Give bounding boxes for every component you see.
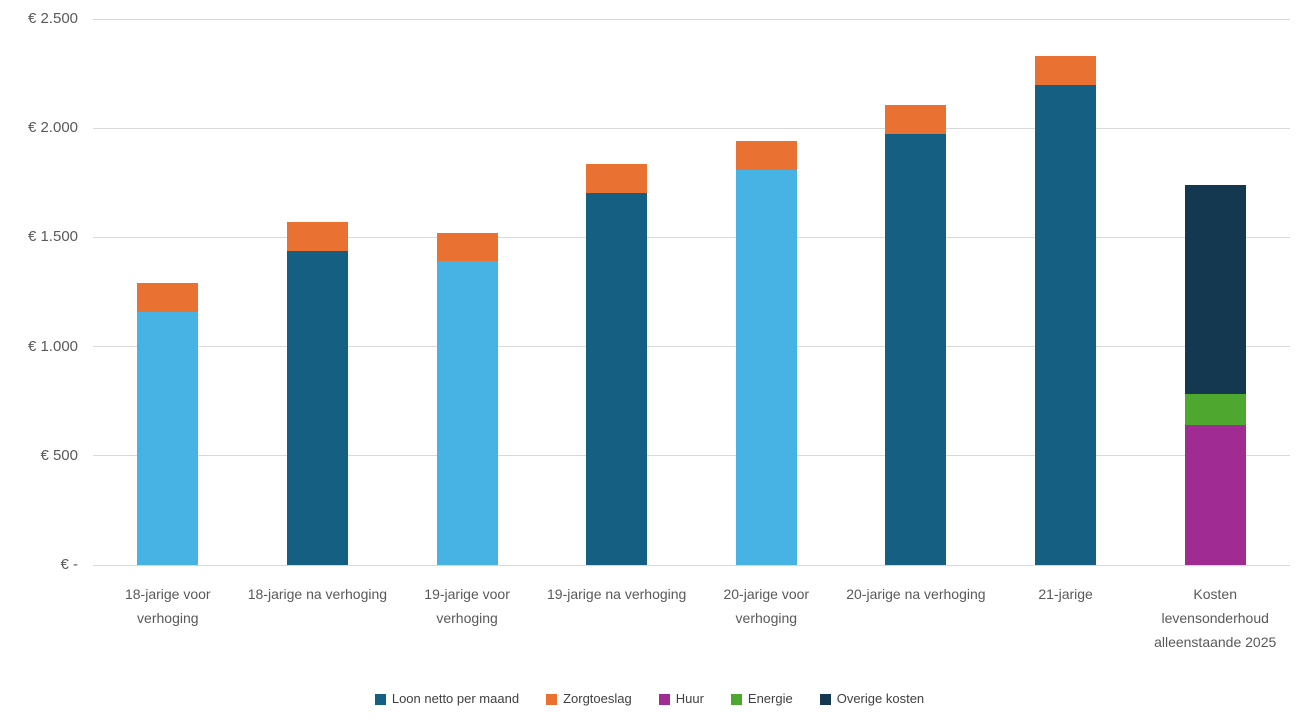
bar-segment [436, 232, 498, 262]
legend-item: Overige kosten [819, 690, 925, 708]
legend-label: Loon netto per maand [391, 691, 520, 706]
x-axis-label: 20-jarige na verhoging [846, 586, 986, 602]
bar [286, 221, 348, 565]
legend-swatch [819, 693, 831, 705]
bar-segment [1035, 55, 1097, 85]
legend-swatch [730, 693, 742, 705]
y-gridline [93, 455, 1290, 457]
bar [885, 105, 947, 565]
y-tick-label: € 2.500 [27, 10, 78, 27]
legend-label: Huur [675, 691, 704, 706]
bar-segment [735, 169, 797, 565]
bar [586, 164, 648, 565]
bar-segment [885, 133, 947, 565]
legend-item: Zorgtoeslag [546, 690, 632, 708]
x-axis-label: 19-jarige voor verhoging [424, 586, 510, 626]
bar-segment [735, 141, 797, 170]
bar-segment [586, 192, 648, 565]
bar-segment [1035, 84, 1097, 565]
y-gridline [93, 236, 1290, 238]
bar-segment [1184, 185, 1246, 394]
legend: Loon netto per maand Zorgtoeslag Huur Energ… [0, 690, 1299, 708]
bar-segment [436, 261, 498, 565]
bar [137, 283, 199, 565]
bar-segment [137, 283, 199, 312]
legend-item: Huur [658, 690, 704, 708]
y-tick-label: € 500 [40, 446, 78, 464]
bar-segment [286, 250, 348, 565]
legend-label: Energie [747, 691, 793, 706]
legend-item: Loon netto per maand [374, 690, 520, 708]
bar-segment [1184, 393, 1246, 426]
x-axis-label: 21-jarige [1038, 586, 1093, 602]
x-axis-label: Kosten levensonderhoud alleenstaande 202… [1154, 586, 1277, 650]
legend-label: Overige kosten [836, 691, 925, 706]
y-gridline [93, 346, 1290, 348]
bar-segment [137, 311, 199, 565]
y-gridline [93, 127, 1290, 129]
legend-swatch [658, 693, 670, 705]
y-gridline [93, 18, 1290, 20]
bar-segment [1184, 425, 1246, 565]
y-gridline [93, 564, 1290, 566]
y-tick-label: € 1.500 [27, 228, 78, 246]
x-axis-label: 20-jarige voor verhoging [723, 586, 810, 626]
bar [1184, 185, 1246, 565]
bar-segment [286, 221, 348, 251]
y-tick-label: € 2.000 [27, 119, 78, 137]
legend-label: Zorgtoeslag [563, 691, 632, 706]
x-axis-label: 18-jarige voor verhoging [124, 586, 211, 626]
bar [436, 232, 498, 565]
x-axis-label: 19-jarige na verhoging [547, 586, 687, 602]
y-tick-label: € - [60, 556, 78, 573]
legend-item: Energie [730, 690, 793, 708]
y-tick-label: € 1.000 [27, 337, 78, 355]
bar [1035, 55, 1097, 565]
plot-area [93, 18, 1290, 566]
bar-segment [885, 105, 947, 134]
bar [735, 141, 797, 565]
bar-segment [586, 164, 648, 193]
legend-swatch [374, 693, 386, 705]
x-axis-label: 18-jarige na verhoging [247, 586, 388, 602]
legend-swatch [546, 693, 558, 705]
